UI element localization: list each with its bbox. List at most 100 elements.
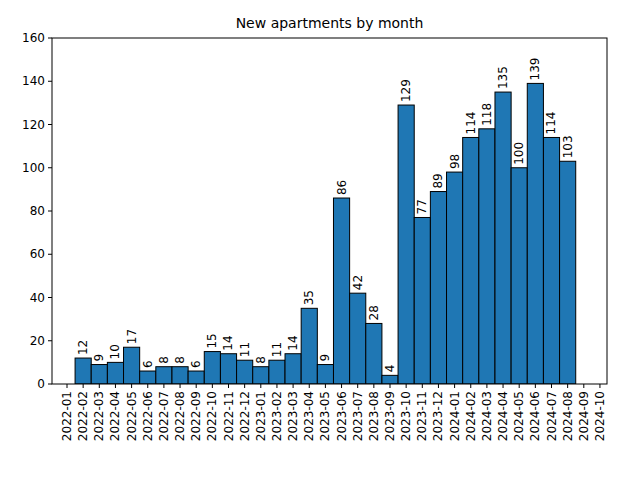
data-label: 8	[173, 356, 187, 364]
x-tick-label: 2024-05	[512, 391, 526, 441]
x-tick	[244, 384, 245, 388]
data-label: 11	[270, 342, 284, 357]
data-label: 114	[545, 112, 559, 135]
data-label: 35	[302, 290, 316, 305]
data-label: 89	[431, 173, 445, 188]
x-tick-label: 2024-08	[561, 391, 575, 441]
bar	[366, 323, 382, 384]
x-axis: 2022-012022-022022-032022-042022-052022-…	[60, 384, 607, 441]
x-tick-label: 2022-02	[76, 391, 90, 441]
bar	[140, 371, 156, 384]
x-tick-label: 2024-03	[480, 391, 494, 441]
y-tick	[48, 340, 52, 341]
y-tick-label: 80	[30, 204, 45, 218]
x-tick	[422, 384, 423, 388]
bar	[430, 192, 446, 384]
y-tick	[48, 38, 52, 39]
data-label: 28	[367, 305, 381, 320]
x-tick	[551, 384, 552, 388]
data-label: 8	[157, 356, 171, 364]
x-tick-label: 2024-10	[593, 391, 607, 441]
x-tick-label: 2023-03	[286, 391, 300, 441]
bar	[479, 129, 495, 384]
background	[0, 0, 640, 480]
y-tick-label: 120	[22, 118, 45, 132]
title: New apartments by month	[236, 15, 424, 31]
bar	[253, 367, 269, 384]
y-tick-label: 40	[30, 291, 45, 305]
data-label: 135	[496, 66, 510, 89]
x-tick-label: 2022-08	[173, 391, 187, 441]
bars	[75, 83, 576, 384]
x-tick	[196, 384, 197, 388]
chart-container: New apartments by month12910176886151411…	[0, 0, 640, 480]
x-tick	[519, 384, 520, 388]
x-tick	[406, 384, 407, 388]
x-tick-label: 2024-06	[528, 391, 542, 441]
x-tick-label: 2023-04	[302, 391, 316, 441]
data-label: 139	[528, 58, 542, 81]
x-tick	[583, 384, 584, 388]
x-tick	[131, 384, 132, 388]
data-label: 114	[464, 112, 478, 135]
x-tick-label: 2022-01	[60, 391, 74, 441]
y-tick-label: 60	[30, 247, 45, 261]
y-tick	[48, 211, 52, 212]
bar	[269, 360, 285, 384]
bar	[495, 92, 511, 384]
x-tick-label: 2022-11	[222, 391, 236, 441]
bar	[382, 375, 398, 384]
bar	[350, 293, 366, 384]
bar	[172, 367, 188, 384]
x-tick	[390, 384, 391, 388]
bar	[156, 367, 172, 384]
x-tick-label: 2023-07	[351, 391, 365, 441]
x-tick-label: 2022-12	[238, 391, 252, 441]
data-label: 8	[254, 356, 268, 364]
data-labels: 1291017688615141181114359864228412977899…	[76, 58, 575, 373]
bar	[398, 105, 414, 384]
x-tick-label: 2023-08	[367, 391, 381, 441]
x-tick-label: 2022-04	[108, 391, 122, 441]
y-tick	[48, 124, 52, 125]
chart-svg: New apartments by month12910176886151411…	[0, 0, 640, 480]
data-label: 17	[125, 329, 139, 344]
x-tick-label: 2022-09	[189, 391, 203, 441]
x-tick	[357, 384, 358, 388]
data-label: 11	[238, 342, 252, 357]
bar	[543, 137, 559, 384]
x-tick	[535, 384, 536, 388]
x-tick-label: 2023-02	[270, 391, 284, 441]
x-tick	[325, 384, 326, 388]
bar	[75, 358, 91, 384]
x-tick	[99, 384, 100, 388]
bar	[463, 137, 479, 384]
x-tick	[212, 384, 213, 388]
y-tick-label: 160	[22, 31, 45, 45]
y-tick-label: 140	[22, 74, 45, 88]
data-label: 6	[141, 360, 155, 368]
x-tick-label: 2024-09	[577, 391, 591, 441]
bar	[414, 217, 430, 384]
data-label: 118	[480, 103, 494, 126]
x-tick	[373, 384, 374, 388]
x-tick	[180, 384, 181, 388]
plot-frame	[52, 38, 607, 384]
x-tick	[276, 384, 277, 388]
data-label: 9	[318, 354, 332, 362]
x-tick	[454, 384, 455, 388]
bar	[447, 172, 463, 384]
x-tick-label: 2023-05	[318, 391, 332, 441]
x-tick	[599, 384, 600, 388]
x-tick-label: 2024-02	[464, 391, 478, 441]
x-tick-label: 2024-07	[545, 391, 559, 441]
bar	[333, 198, 349, 384]
x-tick	[486, 384, 487, 388]
y-tick-label: 0	[37, 377, 45, 391]
data-label: 129	[399, 79, 413, 102]
x-tick	[67, 384, 68, 388]
x-tick-label: 2024-04	[496, 391, 510, 441]
data-label: 4	[383, 365, 397, 373]
y-tick-label: 20	[30, 334, 45, 348]
y-tick-label: 100	[22, 161, 45, 175]
